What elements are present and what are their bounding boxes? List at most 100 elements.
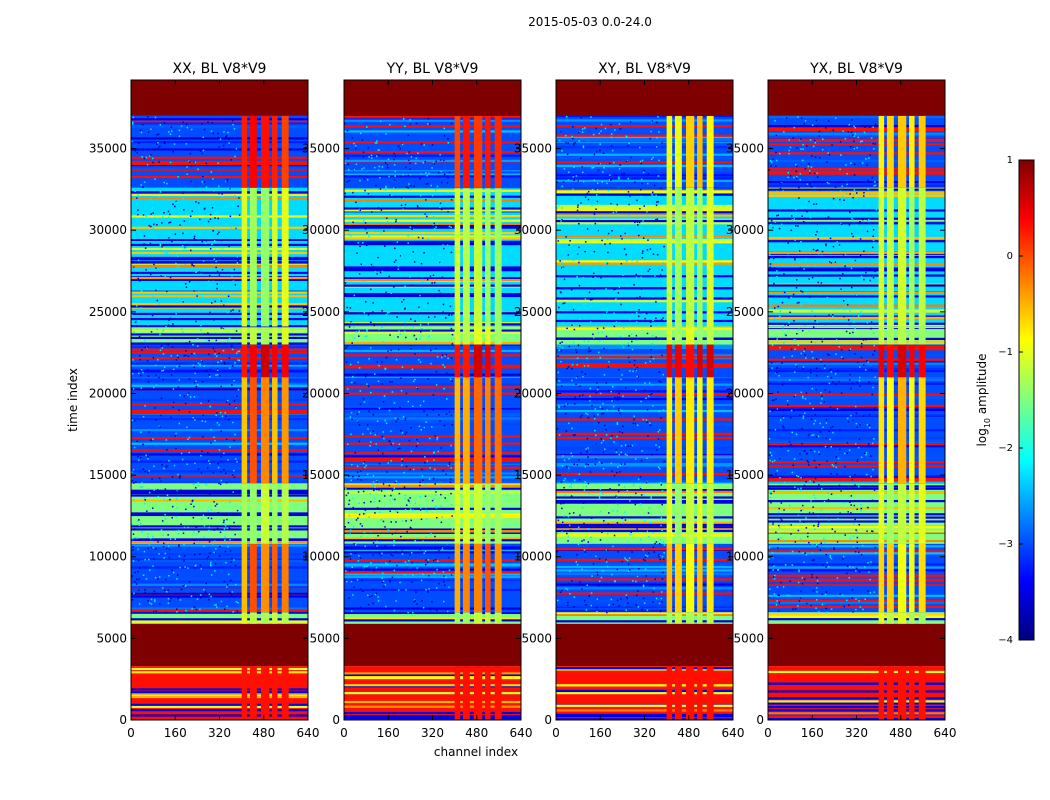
noise-speck: [373, 489, 375, 492]
noise-speck: [197, 345, 199, 347]
noise-speck: [420, 262, 423, 265]
noise-speck: [827, 152, 829, 154]
noise-speck: [451, 528, 454, 531]
noise-speck: [559, 342, 561, 344]
noise-speck: [208, 353, 210, 356]
noise-speck: [422, 400, 425, 403]
noise-speck: [590, 517, 593, 519]
noise-speck: [178, 129, 181, 132]
noise-speck: [776, 470, 778, 472]
noise-speck: [836, 577, 839, 579]
noise-speck: [191, 352, 193, 355]
channel-band: [485, 115, 491, 188]
noise-speck: [779, 446, 782, 448]
noise-speck: [422, 479, 424, 481]
noise-speck: [832, 129, 835, 132]
noise-speck: [620, 262, 623, 265]
noise-speck: [375, 592, 378, 595]
noise-speck: [656, 249, 659, 251]
noise-speck: [776, 367, 778, 369]
time-stripe: [344, 199, 521, 202]
noise-speck: [141, 123, 144, 126]
noise-speck: [581, 588, 583, 590]
noise-speck: [833, 206, 835, 209]
noise-speck: [149, 602, 151, 604]
noise-speck: [577, 218, 579, 220]
noise-speck: [617, 409, 620, 412]
noise-speck: [395, 358, 398, 361]
noise-speck: [208, 274, 211, 277]
time-stripe: [556, 177, 733, 180]
noise-speck: [159, 124, 162, 126]
noise-speck: [578, 246, 580, 249]
noise-speck: [167, 199, 169, 201]
noise-speck: [612, 545, 614, 548]
channel-band: [485, 666, 491, 720]
channel-band: [886, 115, 894, 188]
noise-speck: [216, 606, 218, 609]
noise-speck: [652, 334, 654, 337]
time-stripe: [556, 297, 733, 300]
noise-speck: [137, 225, 140, 227]
time-stripe: [344, 293, 521, 296]
time-stripe: [131, 336, 308, 340]
noise-speck: [841, 185, 843, 187]
noise-speck: [168, 574, 170, 577]
noise-speck: [790, 416, 792, 419]
noise-speck: [828, 314, 830, 316]
noise-speck: [873, 489, 876, 491]
noise-speck: [134, 593, 137, 596]
channel-band: [674, 115, 682, 188]
time-stripe: [131, 470, 308, 473]
noise-speck: [185, 342, 187, 344]
channel-band: [241, 344, 248, 378]
time-stripe: [131, 193, 308, 196]
time-stripe: [556, 174, 733, 177]
noise-speck: [437, 172, 440, 174]
noise-speck: [225, 223, 228, 226]
noise-speck: [645, 481, 648, 484]
noise-speck: [391, 533, 394, 535]
noise-speck: [610, 390, 612, 393]
noise-speck: [556, 532, 559, 535]
noise-speck: [440, 208, 443, 211]
noise-speck: [663, 544, 666, 546]
noise-speck: [801, 477, 803, 479]
channel-band: [706, 666, 714, 720]
noise-speck: [179, 261, 181, 264]
noise-speck: [779, 346, 781, 349]
noise-speck: [839, 168, 841, 171]
noise-speck: [213, 264, 216, 266]
noise-speck: [576, 357, 579, 360]
noise-speck: [788, 149, 790, 152]
noise-speck: [784, 333, 786, 335]
noise-speck: [810, 604, 812, 607]
noise-speck: [228, 403, 231, 405]
noise-speck: [861, 140, 863, 142]
noise-speck: [444, 488, 447, 490]
noise-speck: [360, 263, 362, 266]
time-stripe: [556, 620, 733, 623]
noise-speck: [447, 191, 449, 194]
time-stripe: [344, 442, 521, 445]
channel-band: [494, 543, 502, 613]
noise-speck: [366, 179, 369, 181]
noise-speck: [853, 523, 855, 525]
noise-speck: [369, 531, 372, 533]
noise-speck: [593, 417, 596, 420]
noise-speck: [618, 264, 620, 267]
noise-speck: [197, 484, 200, 487]
time-stripe: [768, 184, 945, 187]
noise-speck: [166, 290, 168, 293]
noise-speck: [214, 300, 216, 303]
noise-speck: [614, 129, 616, 131]
noise-speck: [356, 471, 359, 473]
time-stripe: [768, 222, 945, 225]
noise-speck: [195, 380, 197, 383]
noise-speck: [378, 154, 380, 156]
noise-speck: [382, 520, 385, 523]
noise-speck: [445, 473, 447, 476]
noise-speck: [831, 191, 833, 193]
noise-speck: [862, 364, 865, 366]
noise-speck: [643, 230, 645, 233]
